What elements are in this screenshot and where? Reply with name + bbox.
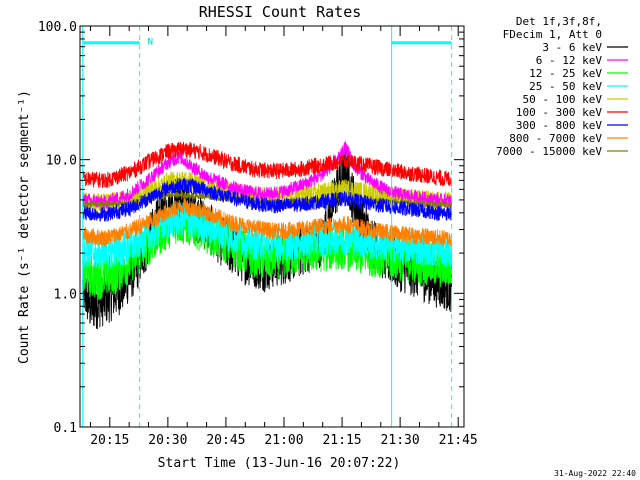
x-tick-label: 21:15 — [322, 433, 361, 448]
series-line-800-7000-kev — [82, 197, 452, 248]
y-tick-label: 100.0 — [38, 20, 77, 35]
series-line-100-300-kev — [82, 141, 452, 189]
legend-header: Det 1f,3f,8f, — [516, 15, 602, 28]
legend-entry-label: 25 - 50 keV — [529, 80, 602, 93]
plot-frame — [79, 25, 465, 428]
legend-entry-label: 3 - 6 keV — [542, 41, 602, 54]
legend-entry-label: 6 - 12 keV — [536, 54, 603, 67]
night-bar-label: N — [148, 38, 153, 48]
y-tick-label: 0.1 — [54, 421, 77, 436]
y-tick-label: 1.0 — [54, 287, 77, 302]
legend-entry-label: 12 - 25 keV — [529, 67, 602, 80]
axis-ticks: 0.1 1.0 10.0 100.0 20:15 20:30 20:45 21:00 21:15… — [38, 20, 478, 448]
x-tick-label: 20:15 — [90, 433, 129, 448]
legend-entry-label: 100 - 300 keV — [516, 106, 602, 119]
legend-header: FDecim 1, Att 0 — [503, 28, 602, 41]
legend-entry-label: 7000 - 15000 keV — [496, 145, 602, 158]
legend-entry-label: 800 - 7000 keV — [509, 132, 602, 145]
footer-timestamp: 31-Aug-2022 22:40 — [554, 469, 636, 478]
y-axis-label: Count Rate (s⁻¹ detector segment⁻¹) — [17, 90, 32, 364]
chart-title: RHESSI Count Rates — [199, 3, 362, 21]
legend-entry-label: 300 - 800 keV — [516, 119, 602, 132]
x-tick-label: 21:00 — [264, 433, 303, 448]
x-tick-label: 21:45 — [439, 433, 478, 448]
y-tick-label: 10.0 — [46, 154, 77, 169]
x-tick-label: 20:30 — [148, 433, 187, 448]
x-tick-label: 20:45 — [206, 433, 245, 448]
x-tick-label: 21:30 — [381, 433, 420, 448]
legend-entry-label: 50 - 100 keV — [523, 93, 603, 106]
series-line-6-12-kev — [82, 140, 452, 209]
x-axis-label: Start Time (13-Jun-16 20:07:22) — [158, 456, 401, 471]
series-line-300-800-kev — [82, 177, 452, 222]
plot-area: N — [82, 26, 453, 427]
